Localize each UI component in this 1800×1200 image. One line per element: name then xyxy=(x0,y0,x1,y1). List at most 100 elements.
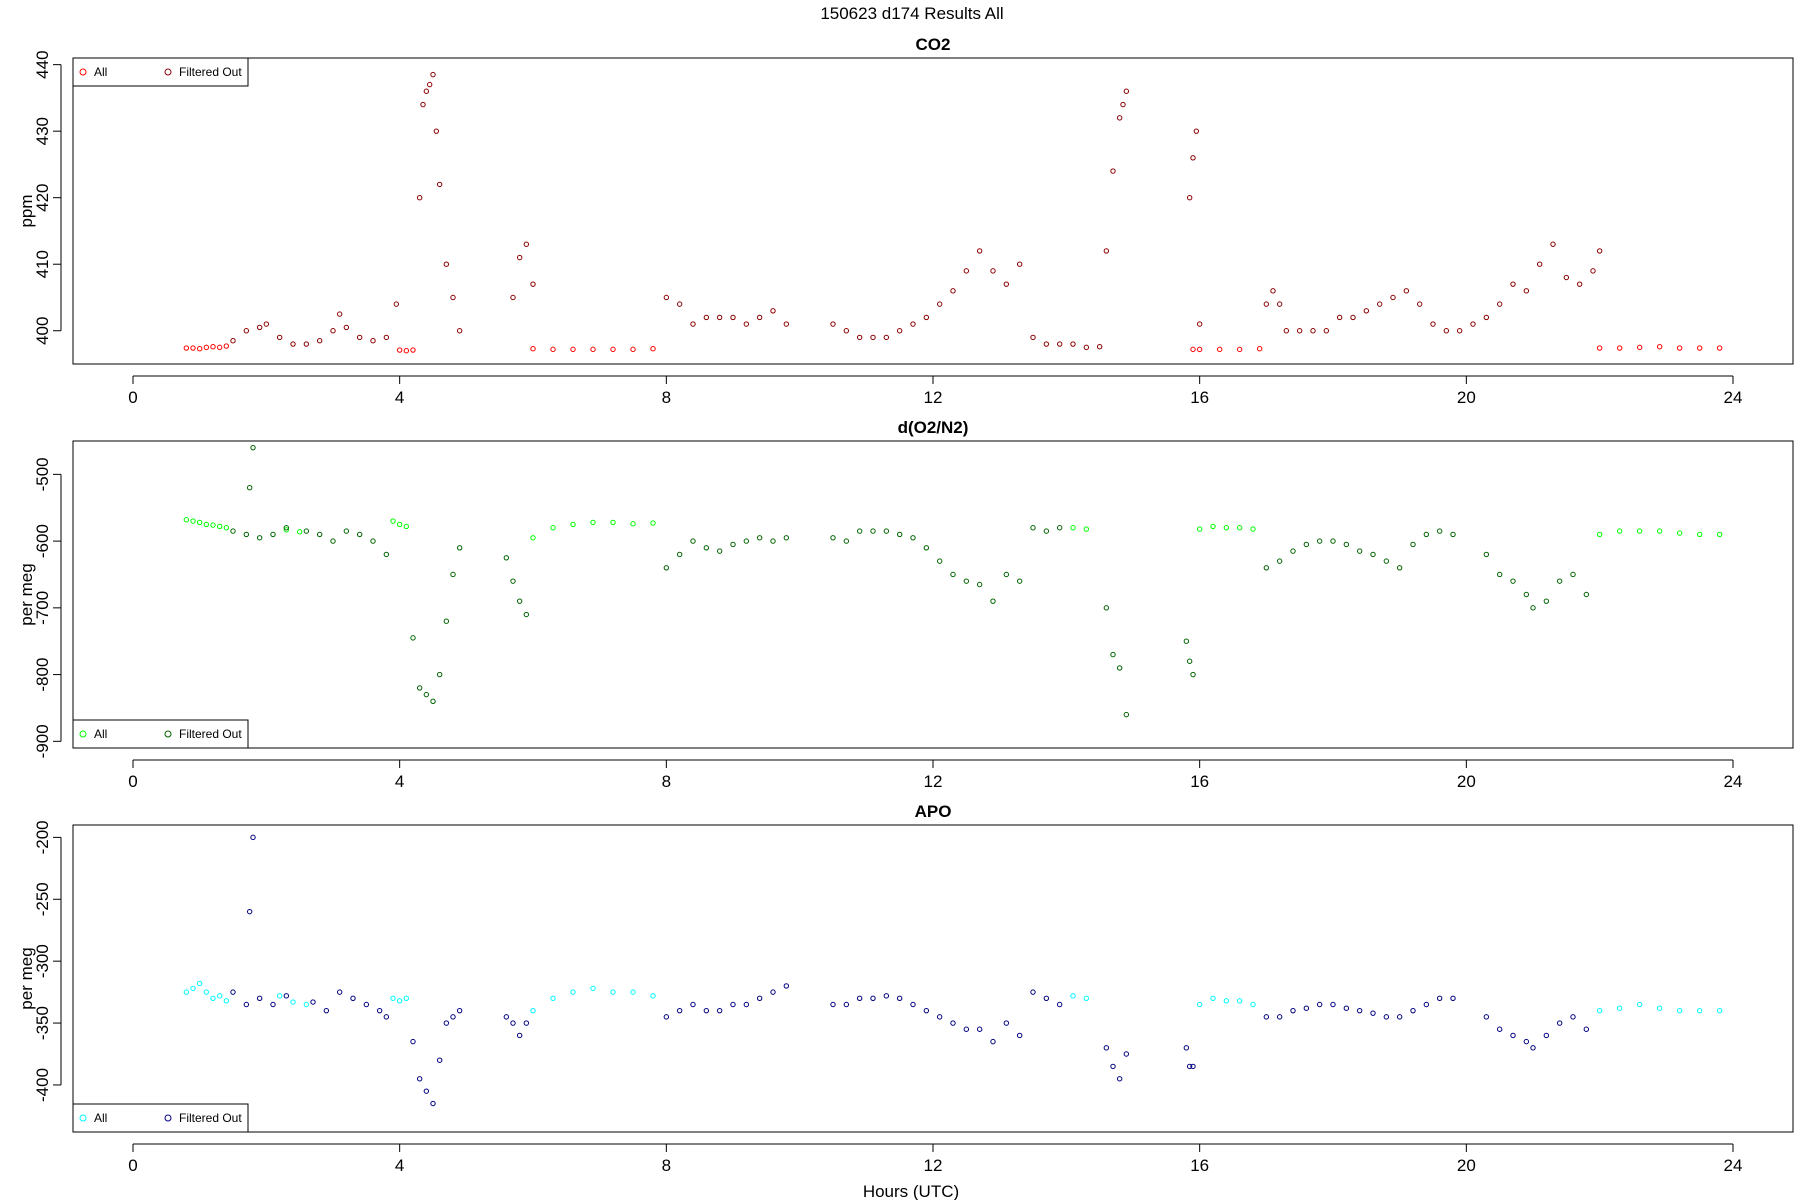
y-tick-label: -250 xyxy=(33,882,52,916)
legend-label: Filtered Out xyxy=(179,727,242,741)
data-point xyxy=(256,535,263,541)
data-point xyxy=(1186,1063,1193,1070)
data-point xyxy=(1056,1001,1063,1008)
legend-label: All xyxy=(94,727,107,741)
data-point xyxy=(516,254,523,261)
data-point xyxy=(1310,328,1316,334)
data-point xyxy=(883,528,890,534)
data-point xyxy=(1616,1005,1623,1011)
data-point xyxy=(990,1038,996,1045)
data-point xyxy=(1296,328,1303,334)
data-point xyxy=(1116,1076,1123,1082)
data-point xyxy=(1636,344,1643,351)
data-point xyxy=(1596,345,1603,351)
data-point xyxy=(243,531,250,538)
data-point xyxy=(283,527,290,533)
data-point xyxy=(416,1076,423,1082)
data-point xyxy=(416,685,423,691)
data-point xyxy=(1303,541,1310,548)
data-point xyxy=(716,1007,723,1014)
data-point xyxy=(870,334,876,341)
y-tick-label: 420 xyxy=(33,184,52,212)
x-tick-label: 16 xyxy=(1190,1156,1209,1175)
data-point xyxy=(1423,1001,1430,1008)
data-point xyxy=(450,1014,456,1020)
data-point xyxy=(923,1007,930,1014)
data-point xyxy=(990,268,996,274)
y-tick-label: 410 xyxy=(33,250,52,278)
data-point xyxy=(990,598,996,604)
data-point xyxy=(1183,1045,1190,1051)
data-point xyxy=(223,343,230,349)
data-point xyxy=(1186,194,1193,201)
data-point xyxy=(1350,314,1356,321)
x-tick-label: 0 xyxy=(128,1156,137,1175)
data-point xyxy=(690,1001,696,1008)
data-point xyxy=(390,518,396,524)
data-point xyxy=(936,558,943,564)
data-point xyxy=(1383,1014,1390,1020)
data-point xyxy=(363,1001,370,1008)
data-point xyxy=(610,346,616,353)
data-point xyxy=(256,995,263,1002)
data-point xyxy=(570,989,576,995)
data-point xyxy=(510,294,516,301)
data-point xyxy=(1596,248,1603,254)
x-tick-label: 8 xyxy=(662,772,671,791)
data-point xyxy=(923,314,930,321)
data-point xyxy=(1583,591,1590,598)
data-point xyxy=(730,314,736,321)
panel-title: CO2 xyxy=(916,35,951,54)
legend-marker xyxy=(79,1114,87,1122)
data-point xyxy=(1123,711,1130,718)
data-point xyxy=(663,565,670,571)
data-point xyxy=(383,334,390,341)
legend-label: Filtered Out xyxy=(179,1111,242,1125)
data-point xyxy=(1403,288,1410,294)
data-point xyxy=(1103,605,1110,611)
data-point xyxy=(523,241,530,247)
data-point xyxy=(190,518,196,524)
data-point xyxy=(1030,989,1036,995)
data-point xyxy=(1556,1020,1563,1026)
data-point xyxy=(183,345,190,351)
data-point xyxy=(216,993,223,999)
data-point xyxy=(1236,525,1243,531)
data-point xyxy=(1616,528,1623,534)
data-point xyxy=(1276,558,1283,564)
data-point xyxy=(1210,995,1216,1002)
data-point xyxy=(310,999,316,1005)
data-point xyxy=(423,1088,430,1094)
legend-label: All xyxy=(94,1111,107,1125)
data-point xyxy=(456,328,463,334)
data-point xyxy=(410,635,416,641)
data-point xyxy=(1110,168,1116,174)
data-point xyxy=(1250,1001,1256,1008)
legend-marker xyxy=(164,730,172,738)
data-point xyxy=(730,541,736,548)
data-point xyxy=(1583,1026,1590,1032)
data-point xyxy=(1376,301,1383,307)
data-point xyxy=(1083,526,1090,532)
data-point xyxy=(910,321,916,327)
data-point xyxy=(716,548,723,554)
data-point xyxy=(530,1007,536,1014)
data-point xyxy=(336,311,343,317)
data-point xyxy=(1483,551,1490,558)
data-point xyxy=(743,538,750,544)
data-point xyxy=(830,535,836,541)
data-point xyxy=(1496,571,1503,578)
data-point xyxy=(190,345,196,351)
data-point xyxy=(436,671,443,678)
data-point xyxy=(1070,525,1076,531)
data-point xyxy=(650,346,656,352)
data-point xyxy=(963,1026,970,1032)
data-point xyxy=(703,545,710,551)
y-tick-label: 430 xyxy=(33,117,52,145)
data-point xyxy=(336,989,343,995)
data-point xyxy=(1003,1020,1010,1026)
data-point xyxy=(1556,578,1563,584)
legend: All Filtered Out xyxy=(72,57,249,87)
data-point xyxy=(1193,128,1200,134)
data-point xyxy=(1103,248,1110,254)
